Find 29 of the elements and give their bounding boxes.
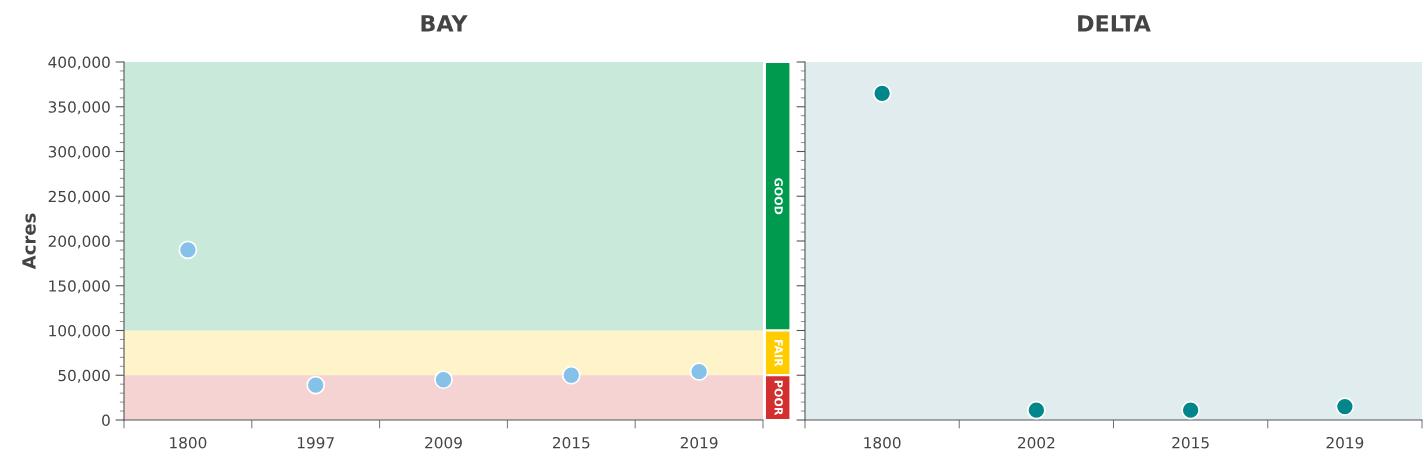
y-tick-label: 100,000 [49, 324, 110, 339]
y-tick-label: 50,000 [58, 369, 110, 383]
x-tick-label: 2009 [425, 436, 462, 449]
point [689, 362, 709, 382]
point [434, 370, 453, 390]
point [306, 375, 326, 395]
y-tick-label: 300,000 [48, 145, 110, 160]
y-tick-label: 350,000 [48, 101, 110, 115]
x-tick-label: 1800 [170, 436, 207, 449]
x-tick-label: 2015 [1172, 436, 1209, 449]
x-tick-label: 1997 [297, 436, 334, 449]
band-label: POOR [774, 380, 783, 416]
y-tick-label: 0 [102, 414, 110, 427]
y-tick-label: 200,000 [48, 235, 110, 249]
x-tick-label: 2002 [1018, 436, 1055, 449]
chart-title: DELTA [1078, 15, 1151, 32]
y-tick-label: 150,000 [49, 280, 110, 294]
x-tick-label: 2015 [552, 436, 590, 449]
band-label: FAIR [774, 340, 783, 367]
y-axis-title: Acres [22, 213, 36, 270]
x-tick-label: 2019 [1326, 436, 1364, 449]
y-tick-label: 250,000 [48, 190, 110, 204]
point [561, 365, 581, 385]
x-tick-label: 1800 [864, 436, 901, 449]
chart-title: BAY [421, 15, 468, 32]
point [178, 240, 198, 260]
x-tick-label: 2019 [680, 436, 718, 449]
y-tick-label: 400,000 [48, 56, 110, 70]
band-label: GOOD [774, 178, 783, 215]
